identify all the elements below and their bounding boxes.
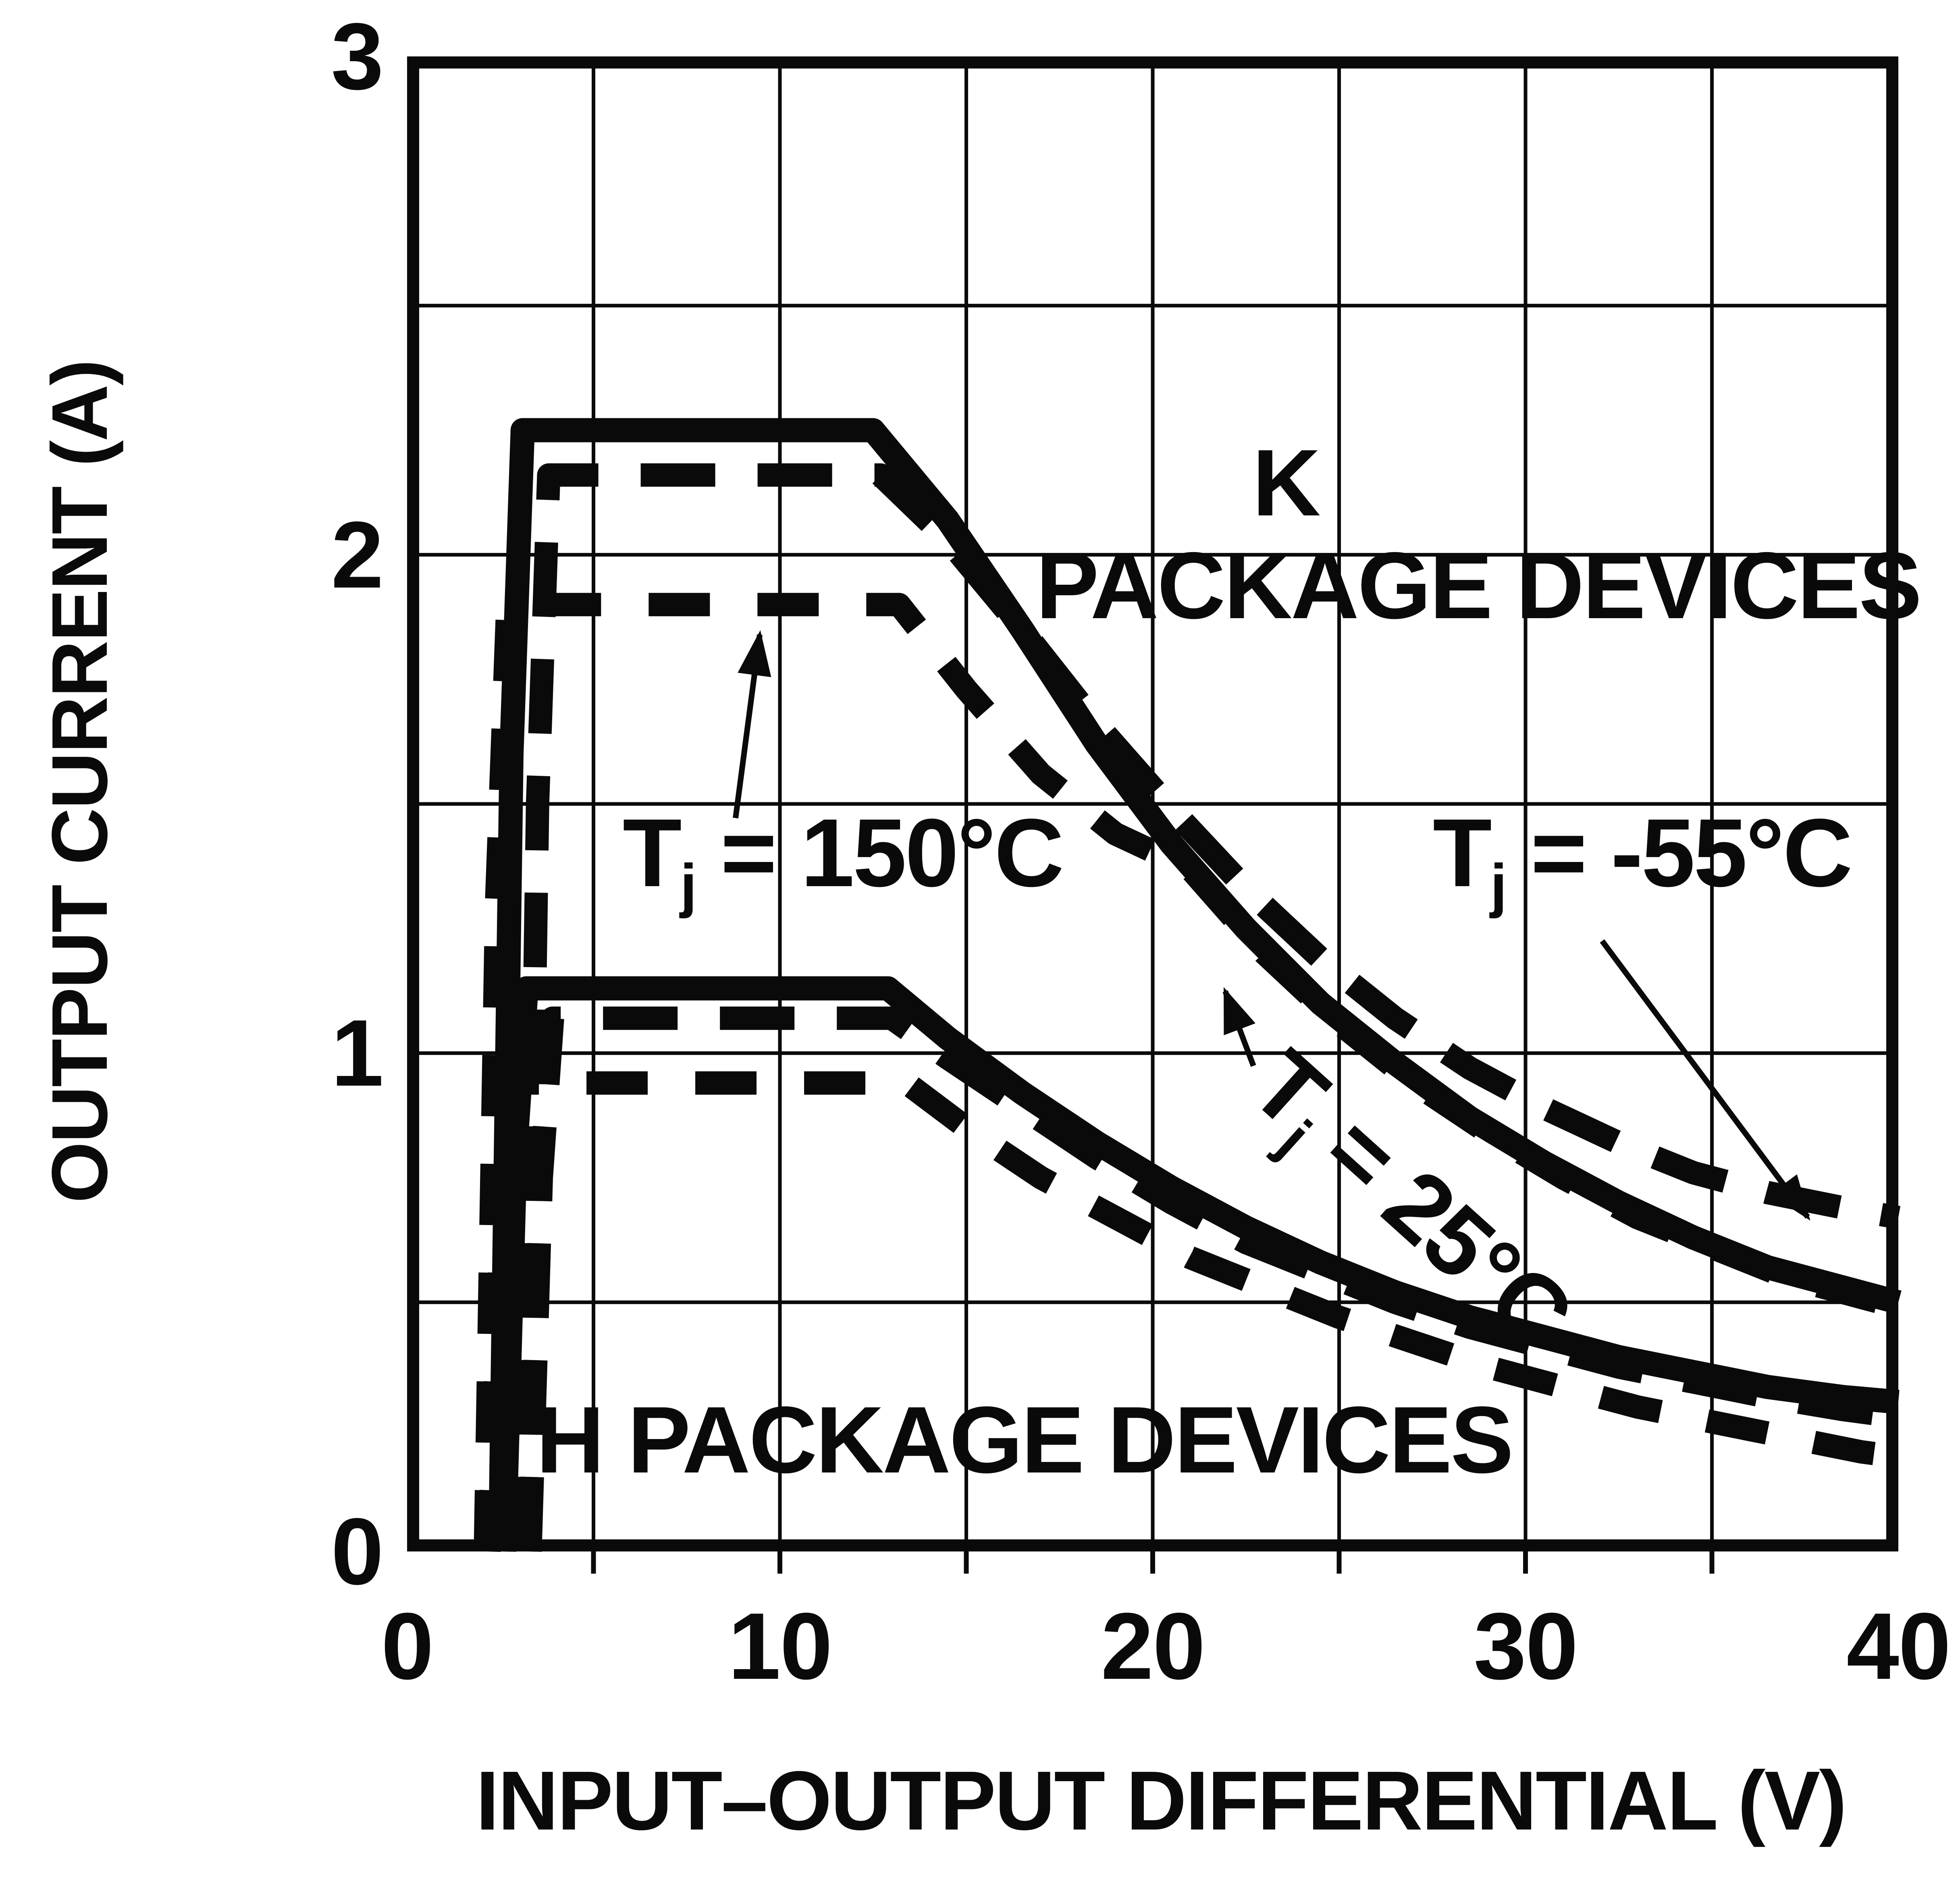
plot-area (407, 56, 1902, 1574)
k-package-label-line1: K (1205, 433, 1366, 533)
x-axis-title: INPUT–OUTPUT DIFFERENTIAL (V) (476, 1754, 1847, 1848)
k-package-text: PACKAGE DEVICES (1036, 532, 1922, 638)
tjm55-rest: = -55°C (1505, 799, 1853, 907)
plot-border (407, 56, 1898, 1551)
y-tick-label-3: 3 (331, 3, 384, 109)
k-package-label-line2: PACKAGE DEVICES (1036, 536, 1922, 635)
plot-svg (407, 56, 1902, 1574)
h-package-text: H PACKAGE DEVICES (536, 1387, 1514, 1493)
k-package-letter: K (1252, 430, 1321, 536)
y-tick-label-0: 0 (331, 1498, 384, 1604)
x-tick-label-30: 30 (1474, 1593, 1578, 1699)
tjm55-sub: j (1490, 851, 1507, 919)
x-tick-label-40: 40 (1846, 1593, 1951, 1699)
curve-K-25degC (488, 418, 1902, 1552)
x-tick-label-0: 0 (381, 1593, 434, 1699)
tj150-pointer-arrow (733, 630, 771, 818)
x-axis-title-text: INPUT–OUTPUT DIFFERENTIAL (V) (476, 1754, 1847, 1848)
x-tick-label-10: 10 (728, 1593, 832, 1699)
tj150-base: T (623, 799, 682, 907)
y-axis-title-text: OUTPUT CURRENT (A) (35, 360, 124, 1203)
x-tick-label-20: 20 (1101, 1593, 1205, 1699)
curve-H-150degC (477, 1071, 1900, 1552)
y-tick-label-1: 1 (331, 1000, 384, 1106)
curve-K--55degC (515, 463, 1901, 1552)
curves (474, 418, 1902, 1552)
tjm55-label: Tj = -55°C (1433, 802, 1853, 915)
tj25-pointer-arrow (1222, 987, 1256, 1067)
curve-H-25degC (492, 976, 1900, 1552)
tj150-rest: = 150°C (695, 799, 1064, 907)
y-tick-label-2: 2 (331, 501, 384, 608)
tj150-label: Tj = 150°C (623, 802, 1064, 915)
tjm55-base: T (1433, 799, 1492, 907)
tj150-sub: j (680, 851, 697, 919)
y-axis-title: OUTPUT CURRENT (A) (35, 298, 131, 1265)
h-package-label: H PACKAGE DEVICES (536, 1387, 1514, 1493)
tjm55-pointer-arrow (1600, 939, 1810, 1221)
